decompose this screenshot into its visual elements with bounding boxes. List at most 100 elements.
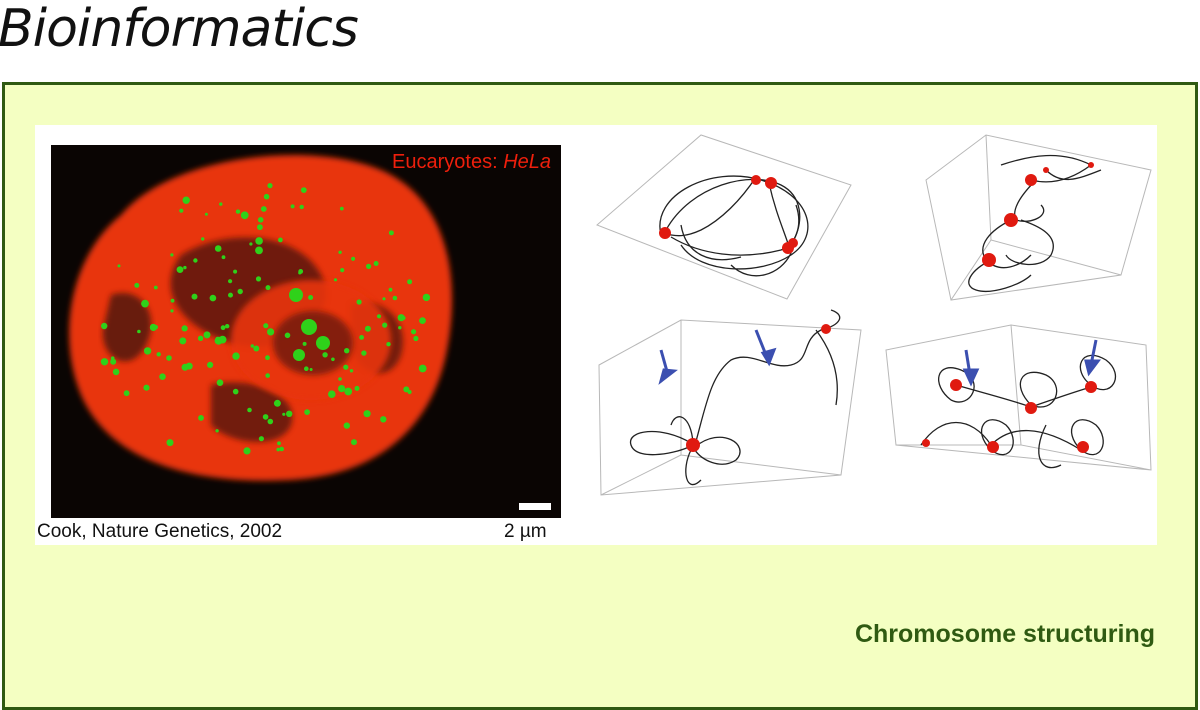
green-focus bbox=[209, 294, 217, 302]
green-focus bbox=[123, 390, 130, 397]
green-focus bbox=[243, 447, 251, 455]
green-focus bbox=[349, 369, 354, 373]
green-focus bbox=[290, 204, 295, 209]
green-focus bbox=[339, 206, 344, 211]
green-focus bbox=[170, 253, 174, 257]
green-focus bbox=[373, 261, 379, 266]
green-focus bbox=[170, 298, 175, 303]
green-focus bbox=[183, 265, 187, 270]
green-focus bbox=[204, 212, 208, 216]
green-focus bbox=[411, 329, 417, 335]
green-focus bbox=[407, 279, 413, 285]
green-focus bbox=[235, 209, 241, 214]
green-focus bbox=[422, 293, 431, 302]
green-focus bbox=[359, 335, 364, 340]
green-focus bbox=[137, 329, 141, 334]
green-focus bbox=[299, 204, 304, 210]
green-focus bbox=[207, 361, 214, 368]
green-focus bbox=[255, 237, 263, 245]
green-focus bbox=[263, 323, 269, 329]
green-focus bbox=[277, 441, 281, 446]
green-focus bbox=[193, 258, 198, 263]
green-focus bbox=[110, 358, 117, 365]
green-focus bbox=[386, 342, 391, 347]
green-focus bbox=[403, 386, 410, 393]
green-focus bbox=[344, 387, 353, 396]
green-focus bbox=[267, 183, 273, 189]
green-focus bbox=[181, 325, 188, 332]
green-focus bbox=[197, 335, 204, 341]
model-box-top-left bbox=[596, 134, 852, 300]
model-loops-bottom-left bbox=[630, 309, 841, 486]
green-focus bbox=[419, 317, 426, 324]
green-focus bbox=[260, 206, 267, 212]
model-box-bottom-left bbox=[598, 319, 862, 496]
green-focus bbox=[304, 409, 310, 415]
green-focus bbox=[284, 332, 291, 339]
green-focus bbox=[228, 292, 233, 298]
green-foci bbox=[100, 183, 431, 455]
green-focus bbox=[361, 350, 367, 356]
green-focus bbox=[257, 224, 263, 231]
green-focus bbox=[143, 347, 152, 355]
nucleolus-focus bbox=[301, 319, 317, 335]
green-focus bbox=[363, 410, 371, 418]
green-focus bbox=[338, 250, 342, 254]
green-focus bbox=[253, 345, 260, 352]
green-focus bbox=[302, 341, 307, 346]
green-focus bbox=[364, 325, 371, 332]
green-focus bbox=[101, 322, 108, 330]
slide-caption: Chromosome structuring bbox=[854, 620, 1155, 648]
green-focus bbox=[250, 344, 254, 348]
green-focus bbox=[392, 295, 398, 301]
green-focus bbox=[166, 355, 172, 361]
green-focus bbox=[328, 390, 336, 398]
green-focus bbox=[182, 196, 190, 204]
green-focus bbox=[232, 388, 239, 395]
green-focus bbox=[278, 237, 283, 243]
green-focus bbox=[220, 325, 226, 331]
green-focus bbox=[255, 246, 263, 255]
green-focus bbox=[179, 208, 184, 213]
green-focus bbox=[203, 331, 211, 339]
green-focus bbox=[279, 446, 284, 452]
green-focus bbox=[308, 295, 314, 300]
green-focus bbox=[176, 266, 184, 273]
green-focus bbox=[309, 368, 313, 371]
green-focus bbox=[354, 385, 360, 391]
green-focus bbox=[198, 415, 204, 421]
green-focus bbox=[382, 297, 386, 301]
green-focus bbox=[401, 316, 406, 320]
green-focus bbox=[112, 368, 120, 376]
nucleolus-focus bbox=[289, 288, 303, 302]
green-focus bbox=[166, 439, 174, 447]
green-focus bbox=[265, 355, 270, 361]
green-focus bbox=[215, 429, 219, 433]
green-focus bbox=[380, 416, 387, 423]
green-focus bbox=[100, 358, 109, 366]
green-focus bbox=[240, 211, 249, 220]
green-focus bbox=[225, 324, 230, 329]
green-focus bbox=[413, 335, 419, 342]
green-focus bbox=[218, 335, 227, 344]
slide-title: Bioinformatics bbox=[0, 0, 359, 59]
green-focus bbox=[344, 348, 350, 354]
green-focus bbox=[398, 326, 402, 330]
green-focus bbox=[232, 352, 240, 360]
green-focus bbox=[407, 389, 412, 395]
green-focus bbox=[338, 377, 342, 381]
figure-credit: Cook, Nature Genetics, 2002 bbox=[37, 521, 283, 542]
green-focus bbox=[247, 407, 252, 413]
blue-arrows bbox=[658, 329, 1101, 387]
green-focus bbox=[159, 373, 166, 380]
green-focus bbox=[267, 328, 275, 336]
green-focus bbox=[150, 323, 156, 330]
cell-type-label: Eucaryotes: HeLa bbox=[392, 151, 551, 173]
green-focus bbox=[257, 217, 264, 223]
green-focus bbox=[286, 410, 293, 417]
model-loops-top-left bbox=[659, 175, 809, 277]
green-focus bbox=[134, 282, 140, 288]
green-focus bbox=[156, 352, 161, 357]
red-clusters bbox=[659, 162, 1097, 453]
green-focus bbox=[255, 276, 262, 282]
